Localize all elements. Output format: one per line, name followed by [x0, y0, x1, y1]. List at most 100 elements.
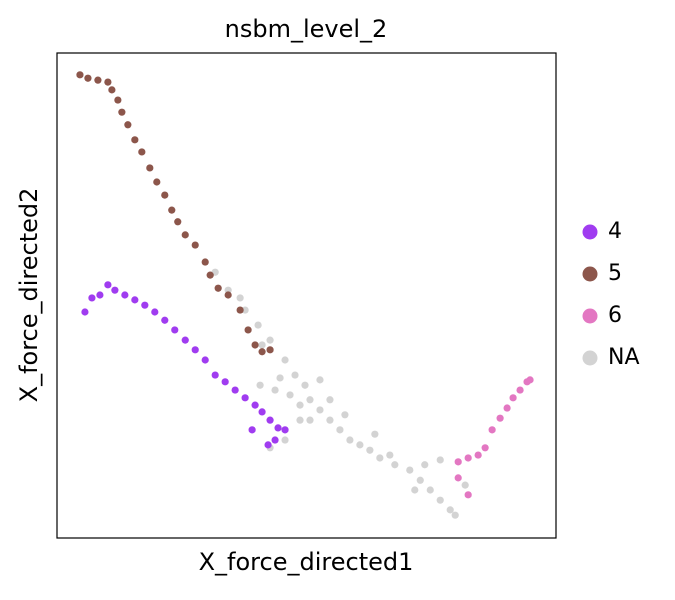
point — [406, 466, 414, 474]
point — [146, 164, 154, 172]
point — [161, 316, 169, 324]
point — [236, 306, 244, 314]
legend: 4 5 6 NA — [582, 219, 640, 370]
point — [151, 308, 159, 316]
legend-marker — [582, 308, 598, 324]
point — [214, 284, 222, 292]
point — [258, 408, 266, 416]
point — [306, 416, 314, 424]
point — [81, 308, 89, 316]
point — [248, 426, 256, 434]
point — [416, 476, 424, 484]
point — [96, 291, 104, 299]
point — [111, 286, 119, 294]
chart-title: nsbm_level_2 — [225, 15, 388, 43]
point — [244, 326, 252, 334]
point — [168, 206, 176, 214]
point — [451, 511, 459, 519]
point — [461, 481, 469, 489]
point — [221, 378, 229, 386]
point — [526, 376, 534, 384]
point — [509, 394, 517, 402]
point — [481, 444, 489, 452]
point — [376, 454, 384, 462]
point — [386, 451, 394, 459]
x-axis-label: X_force_directed1 — [199, 548, 414, 576]
point — [124, 121, 132, 129]
point — [191, 346, 199, 354]
point — [121, 291, 129, 299]
legend-label: 6 — [608, 303, 622, 328]
point — [516, 386, 524, 394]
point — [274, 424, 282, 432]
y-axis-label: X_force_directed2 — [15, 188, 43, 403]
legend-marker — [582, 266, 598, 282]
point — [336, 426, 344, 434]
point — [281, 426, 289, 434]
point — [258, 348, 266, 356]
point — [464, 454, 472, 462]
point — [503, 404, 511, 412]
point — [104, 281, 112, 289]
point — [141, 301, 149, 309]
point — [191, 241, 199, 249]
point — [231, 386, 239, 394]
point — [286, 391, 294, 399]
point — [254, 321, 262, 329]
point — [138, 148, 146, 156]
point — [346, 436, 354, 444]
point — [181, 231, 189, 239]
point — [264, 441, 272, 449]
point — [371, 430, 379, 438]
point — [426, 486, 434, 494]
point — [316, 406, 324, 414]
point — [266, 416, 274, 424]
point — [391, 461, 399, 469]
point — [306, 396, 314, 404]
point — [206, 271, 214, 279]
points — [76, 71, 534, 519]
point — [104, 78, 112, 86]
point — [171, 326, 179, 334]
point — [94, 76, 102, 84]
point — [474, 451, 482, 459]
point — [201, 258, 209, 266]
point — [326, 396, 334, 404]
point — [131, 296, 139, 304]
point — [266, 336, 274, 344]
point — [114, 96, 122, 104]
plot-frame — [56, 52, 557, 539]
point — [436, 496, 444, 504]
legend-label: NA — [608, 345, 640, 370]
point — [201, 356, 209, 364]
point — [291, 371, 299, 379]
point — [446, 506, 454, 514]
point — [258, 341, 266, 349]
point — [281, 356, 289, 364]
point — [108, 86, 116, 94]
point — [281, 436, 289, 444]
point — [76, 71, 84, 79]
legend-marker — [582, 350, 598, 366]
point — [236, 294, 244, 302]
point — [488, 426, 496, 434]
point — [251, 401, 259, 409]
legend-label: 4 — [608, 219, 622, 244]
point — [296, 416, 304, 424]
legend-label: 5 — [608, 261, 622, 286]
point — [454, 458, 462, 466]
point — [241, 306, 249, 314]
point — [211, 371, 219, 379]
point — [326, 416, 334, 424]
point — [241, 394, 249, 402]
point — [153, 178, 161, 186]
point — [316, 376, 324, 384]
point — [296, 401, 304, 409]
point — [224, 291, 232, 299]
point — [464, 491, 472, 499]
point — [301, 381, 309, 389]
point — [271, 386, 279, 394]
point — [181, 336, 189, 344]
